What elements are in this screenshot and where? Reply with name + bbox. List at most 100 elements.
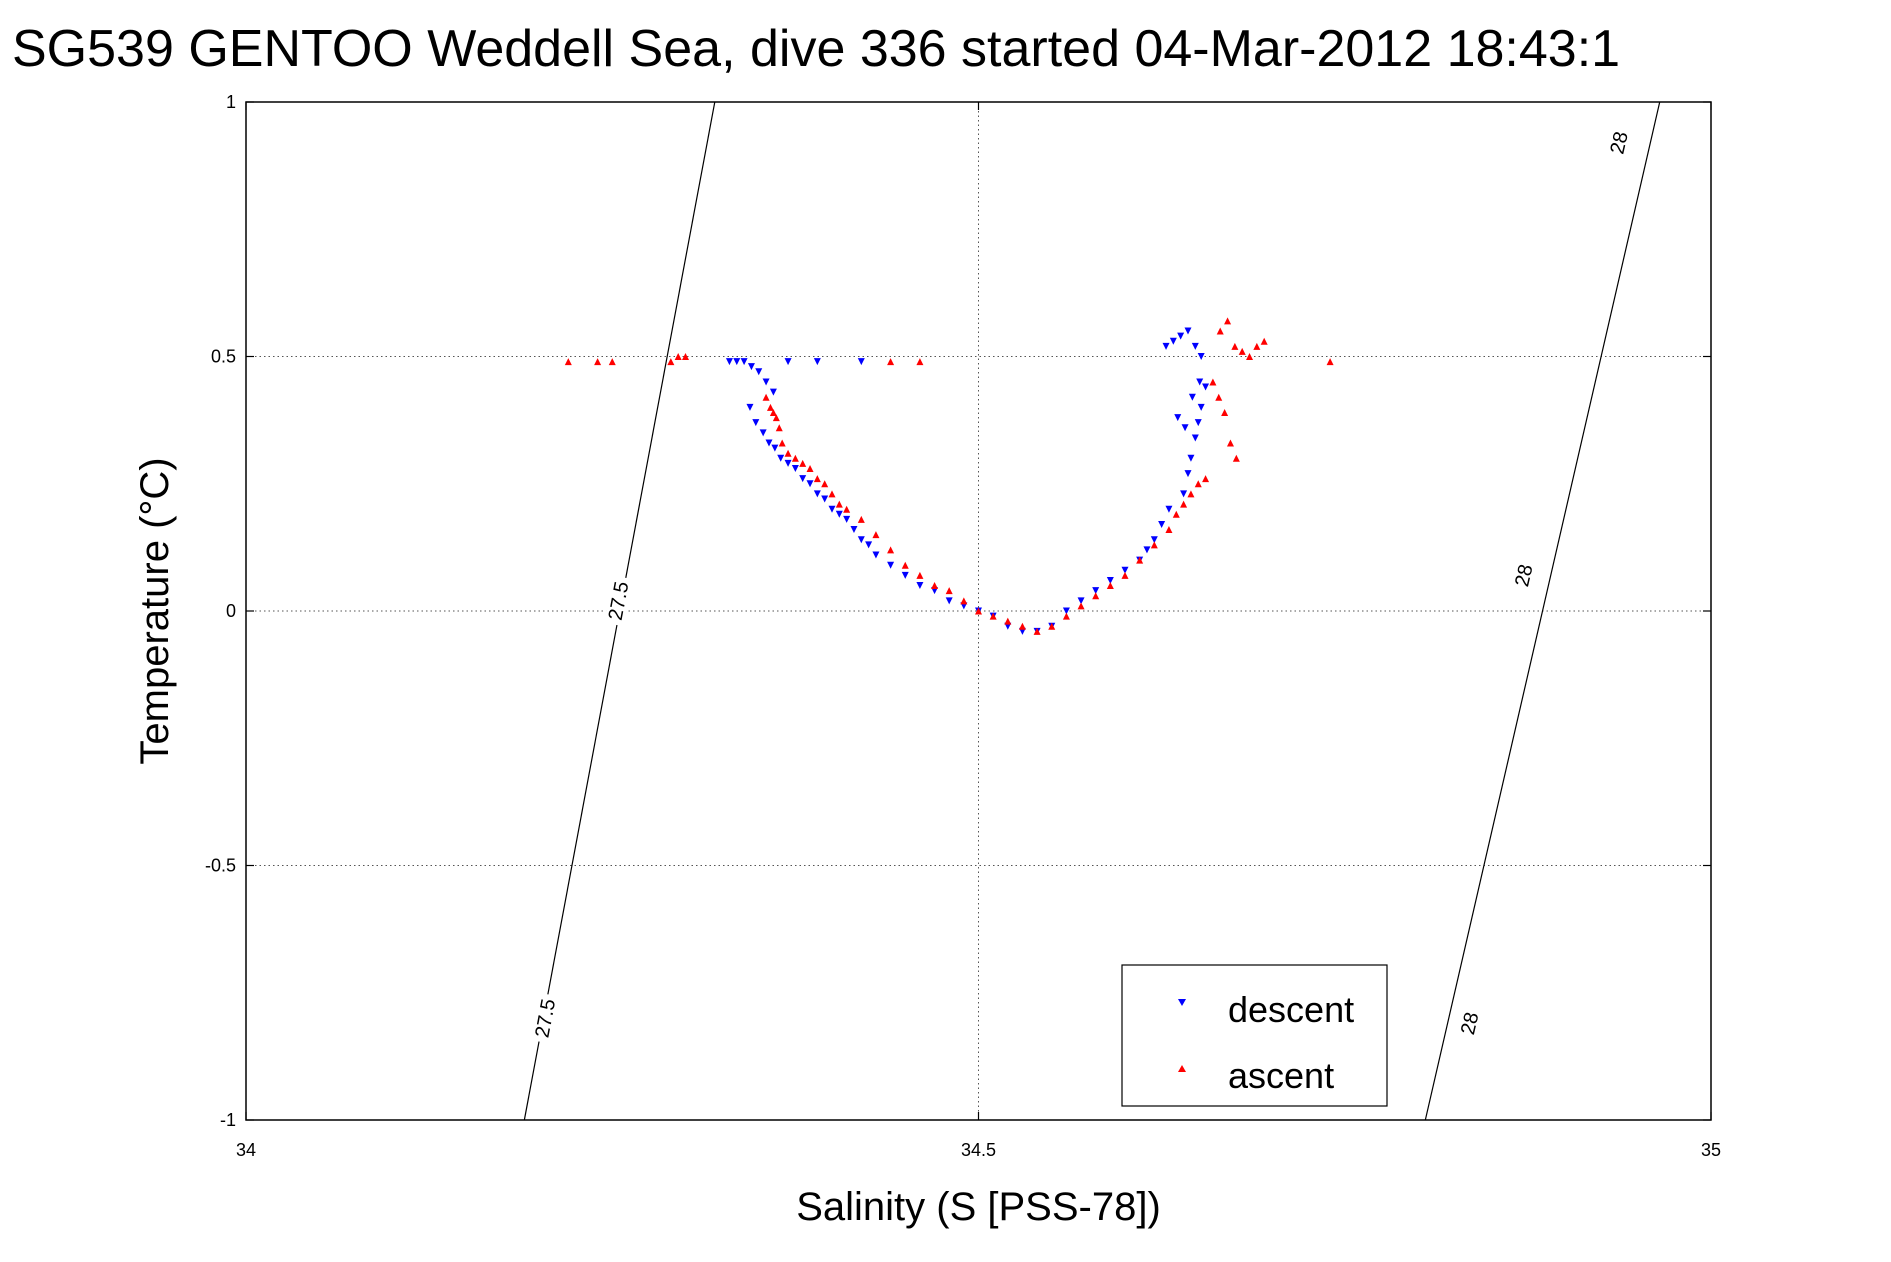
ascent-point (1232, 454, 1240, 462)
descent-point (746, 403, 754, 411)
ascent-point (887, 358, 895, 366)
ascent-point (1253, 342, 1261, 350)
descent-point (755, 368, 763, 376)
descent-point (835, 510, 843, 518)
ascent-point (799, 459, 807, 467)
chart-title: SG539 GENTOO Weddell Sea, dive 336 start… (12, 20, 1620, 78)
descent-point (1191, 434, 1199, 442)
ascent-point (806, 464, 814, 472)
descent-point (762, 378, 770, 386)
descent-point (1202, 383, 1210, 391)
ascent-point (682, 353, 689, 360)
x-tick-label: 34.5 (961, 1140, 996, 1160)
ascent-series (564, 317, 1334, 635)
ascent-point (931, 582, 939, 590)
descent-point (1143, 546, 1151, 554)
descent-point (872, 551, 880, 559)
y-axis-label: Temperature (°C) (133, 457, 177, 764)
ascent-point (872, 531, 880, 539)
ascent-point (1018, 622, 1026, 630)
descent-point (916, 582, 924, 590)
ascent-point (564, 358, 572, 366)
descent-point (1062, 607, 1070, 615)
descent-point (828, 505, 836, 513)
descent-point (1092, 587, 1100, 595)
descent-point (1194, 419, 1202, 427)
ascent-point (813, 475, 821, 483)
descent-point (1181, 424, 1189, 432)
descent-point (1196, 378, 1204, 386)
ascent-point (667, 358, 675, 366)
ascent-point (769, 408, 777, 416)
ascent-point (1260, 337, 1268, 345)
ascent-point (762, 393, 770, 401)
ascent-point (674, 353, 682, 360)
ascent-point (766, 403, 774, 411)
descent-point (769, 388, 777, 396)
descent-point (1187, 454, 1195, 462)
ascent-point (791, 454, 799, 462)
ascent-point (1121, 571, 1129, 579)
ascent-point (1106, 582, 1114, 590)
descent-point (945, 597, 953, 605)
descent-point (765, 439, 773, 447)
isopycnal-label-mask (603, 575, 633, 627)
ascent-point (1226, 439, 1234, 447)
legend-ascent-marker (1178, 1065, 1186, 1072)
descent-point (771, 444, 779, 452)
descent-series (725, 327, 1210, 635)
ascent-point (1202, 475, 1210, 483)
ascent-point (1246, 353, 1254, 360)
ascent-point (1048, 622, 1056, 630)
ascent-point (945, 587, 953, 595)
descent-point (813, 358, 821, 366)
descent-point (1197, 353, 1205, 360)
ascent-point (775, 424, 783, 432)
ascent-point (772, 414, 780, 422)
ascent-point (1231, 342, 1239, 350)
ascent-point (1077, 602, 1085, 610)
descent-point (821, 495, 829, 503)
ascent-point (1172, 510, 1180, 518)
ascent-point (1136, 556, 1144, 564)
descent-point (1121, 566, 1129, 574)
descent-point (1162, 342, 1170, 350)
descent-point (1177, 332, 1185, 340)
ascent-point (1209, 378, 1217, 386)
isopycnal-label-mask (1603, 117, 1634, 169)
ascent-point (857, 515, 865, 523)
legend-descent-label: descent (1228, 989, 1354, 1030)
descent-point (1180, 490, 1188, 498)
descent-point (1197, 403, 1205, 411)
isopycnal-line (1424, 101, 1661, 1121)
legend-box (1121, 964, 1388, 1107)
ascent-point (1092, 592, 1100, 600)
ascent-point (1150, 541, 1158, 549)
ascent-point (1326, 358, 1334, 366)
ascent-point (594, 358, 602, 366)
ascent-point (1062, 612, 1070, 620)
descent-point (1158, 520, 1166, 528)
ascent-point (828, 490, 836, 498)
descent-point (1188, 393, 1196, 401)
y-tick-label: 0 (226, 601, 236, 621)
isopycnal-label-mask (530, 992, 560, 1044)
descent-point (857, 536, 865, 544)
x-tick-label: 35 (1701, 1140, 1721, 1160)
ascent-point (901, 561, 909, 569)
ascent-point (608, 358, 616, 366)
axis-ticks: 34 34.5 35 -1 -0.5 0 0.5 1 (205, 92, 1721, 1160)
ascent-point (1224, 317, 1232, 325)
ascent-point (1216, 327, 1224, 335)
ascent-point (916, 571, 924, 579)
ascent-point (835, 500, 843, 508)
descent-point (1191, 342, 1199, 350)
descent-point (1169, 337, 1177, 345)
descent-point (725, 358, 733, 366)
descent-point (1077, 597, 1085, 605)
y-tick-label: 1 (226, 92, 236, 112)
ascent-point (960, 597, 968, 605)
isopycnal-label-mask (1508, 549, 1539, 602)
ascent-point (1238, 347, 1246, 355)
